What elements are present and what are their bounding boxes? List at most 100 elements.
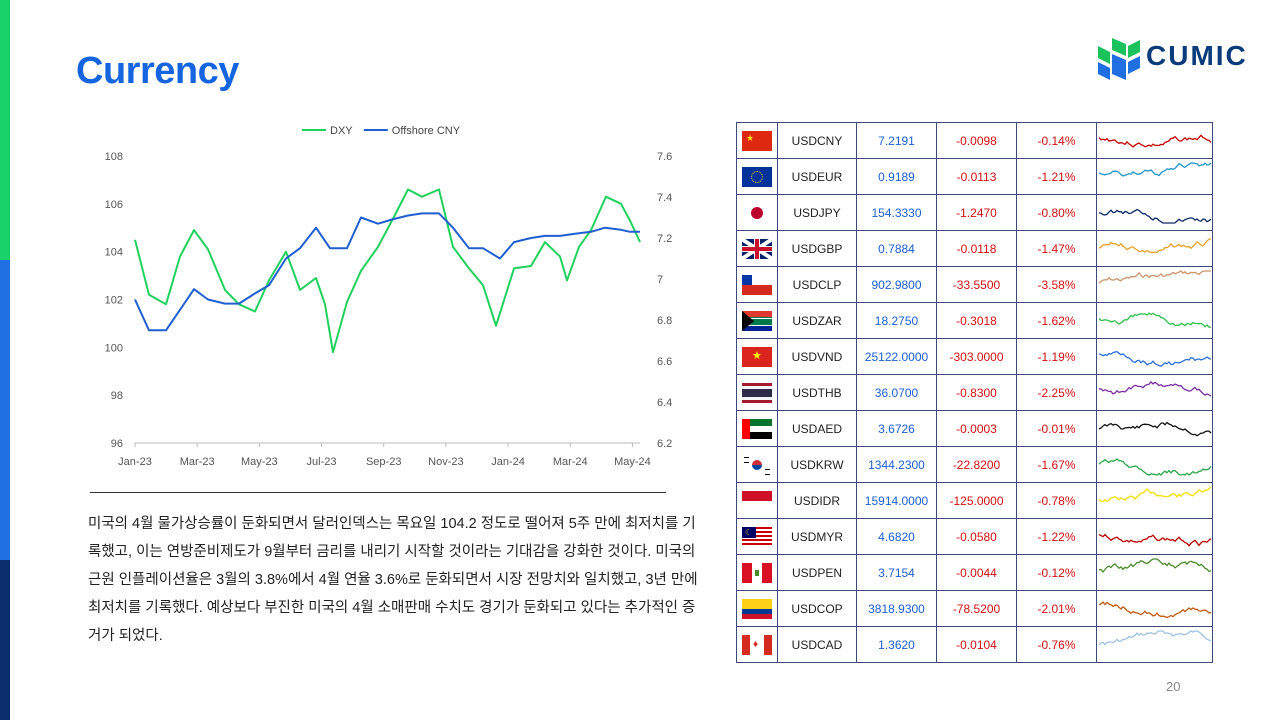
colombia-flag-icon <box>742 598 772 619</box>
south-africa-flag-icon <box>742 310 772 331</box>
pair-cell: USDCLP <box>777 266 857 303</box>
sparkline-cell <box>1096 302 1213 339</box>
price-cell: 3818.9300 <box>856 590 937 627</box>
pct-cell: -1.22% <box>1016 518 1097 555</box>
fx-line-chart: 108 106 104 102 100 98 96 7.6 7.4 7.2 7 6.8 6.6 6.4 6.… <box>105 125 673 468</box>
sparkline-cell <box>1096 374 1213 411</box>
fx-row: USDEUR 0.9189 -0.0113 -1.21% <box>736 158 1213 195</box>
flag-cell <box>736 590 778 627</box>
legend-label: Offshore CNY <box>392 125 461 137</box>
fx-row: USDIDR 15914.0000 -125.0000 -0.78% <box>736 482 1213 519</box>
fx-row: ★ USDVND 25122.0000 -303.0000 -1.19% <box>736 338 1213 375</box>
change-cell: -303.0000 <box>936 338 1017 375</box>
chile-flag-icon <box>742 274 772 295</box>
sparkline-cell <box>1096 482 1213 519</box>
sparkline <box>1098 134 1212 148</box>
price-cell: 902.9800 <box>856 266 937 303</box>
price-cell: 7.2191 <box>856 122 937 159</box>
slide-title: Currency <box>76 50 239 92</box>
korea-flag-icon <box>742 454 772 475</box>
flag-cell <box>736 194 778 231</box>
y-left-tick-label: 108 <box>105 151 123 163</box>
divider <box>90 492 666 493</box>
change-cell: -78.5200 <box>936 590 1017 627</box>
price-cell: 0.9189 <box>856 158 937 195</box>
pair-cell: USDCOP <box>777 590 857 627</box>
sparkline <box>1098 208 1212 224</box>
fx-row: USDPEN 3.7154 -0.0044 -0.12% <box>736 554 1213 591</box>
change-cell: -0.0003 <box>936 410 1017 447</box>
sparkline <box>1098 421 1212 437</box>
pair-cell: USDGBP <box>777 230 857 267</box>
x-tick-label: Mar-23 <box>180 456 215 468</box>
sparkline <box>1098 533 1212 547</box>
pct-cell: -1.47% <box>1016 230 1097 267</box>
price-cell: 3.7154 <box>856 554 937 591</box>
malaysia-flag-icon: ☾ <box>742 526 772 547</box>
flag-cell <box>736 158 778 195</box>
pair-cell: USDCNY <box>777 122 857 159</box>
cumic-logo-icon <box>1098 38 1140 80</box>
page-number: 20 <box>1166 679 1181 694</box>
change-cell: -0.3018 <box>936 302 1017 339</box>
pct-cell: -2.01% <box>1016 590 1097 627</box>
x-tick-label: May-24 <box>614 456 651 468</box>
logo-text: CUMIC <box>1146 40 1248 71</box>
pct-cell: -1.62% <box>1016 302 1097 339</box>
fx-table: ★ USDCNY 7.2191 -0.0098 -0.14% USDEUR 0.9189 -0… <box>736 122 1213 663</box>
change-cell: -0.8300 <box>936 374 1017 411</box>
pair-cell: USDMYR <box>777 518 857 555</box>
y-right-tick-label: 6.2 <box>657 438 672 450</box>
sparkline-cell <box>1096 554 1213 591</box>
sparkline-cell <box>1096 410 1213 447</box>
fx-row: USDCOP 3818.9300 -78.5200 -2.01% <box>736 590 1213 627</box>
sparkline-cell <box>1096 266 1213 303</box>
x-tick-label: May-23 <box>241 456 278 468</box>
sparkline <box>1098 601 1212 619</box>
pair-cell: USDKRW <box>777 446 857 483</box>
uae-flag-icon <box>742 418 772 439</box>
fx-row: ☾ USDMYR 4.6820 -0.0580 -1.22% <box>736 518 1213 555</box>
pair-cell: USDCAD <box>777 626 857 663</box>
cumic-logo: CUMIC <box>1096 34 1256 82</box>
pair-cell: USDTHB <box>777 374 857 411</box>
pct-cell: -0.12% <box>1016 554 1097 591</box>
price-cell: 18.2750 <box>856 302 937 339</box>
flag-cell: ♦ <box>736 626 778 663</box>
sparkline-cell <box>1096 590 1213 627</box>
flag-cell <box>736 554 778 591</box>
fx-row: ★ USDCNY 7.2191 -0.0098 -0.14% <box>736 122 1213 159</box>
change-cell: -1.2470 <box>936 194 1017 231</box>
china-flag-icon: ★ <box>742 130 772 151</box>
x-tick-label: Jan-24 <box>491 456 525 468</box>
y-left-tick-label: 106 <box>105 199 123 211</box>
legend-label: DXY <box>330 125 353 137</box>
commentary-paragraph: 미국의 4월 물가상승률이 둔화되면서 달러인덱스는 목요일 104.2 정도로… <box>88 516 698 644</box>
eu-flag-icon <box>742 166 772 187</box>
sparkline-cell <box>1096 446 1213 483</box>
pct-cell: -1.19% <box>1016 338 1097 375</box>
sparkline <box>1098 558 1212 574</box>
price-cell: 1.3620 <box>856 626 937 663</box>
flag-cell: ☾ <box>736 518 778 555</box>
y-left-tick-label: 96 <box>111 438 123 450</box>
y-left-tick-label: 100 <box>105 342 123 354</box>
flag-cell <box>736 446 778 483</box>
sparkline-cell <box>1096 158 1213 195</box>
change-cell: -33.5500 <box>936 266 1017 303</box>
fx-row: USDGBP 0.7884 -0.0118 -1.47% <box>736 230 1213 267</box>
change-cell: -125.0000 <box>936 482 1017 519</box>
peru-flag-icon <box>742 562 772 583</box>
x-tick-label: Jul-23 <box>307 456 337 468</box>
flag-cell <box>736 266 778 303</box>
pct-cell: -0.14% <box>1016 122 1097 159</box>
x-tick-label: Nov-23 <box>428 456 463 468</box>
price-cell: 3.6726 <box>856 410 937 447</box>
sparkline <box>1098 458 1212 476</box>
fx-row: USDAED 3.6726 -0.0003 -0.01% <box>736 410 1213 447</box>
flag-cell: ★ <box>736 122 778 159</box>
pair-cell: USDZAR <box>777 302 857 339</box>
change-cell: -0.0580 <box>936 518 1017 555</box>
y-right-tick-label: 7.2 <box>657 233 672 245</box>
y-right-tick-label: 6.4 <box>657 397 672 409</box>
